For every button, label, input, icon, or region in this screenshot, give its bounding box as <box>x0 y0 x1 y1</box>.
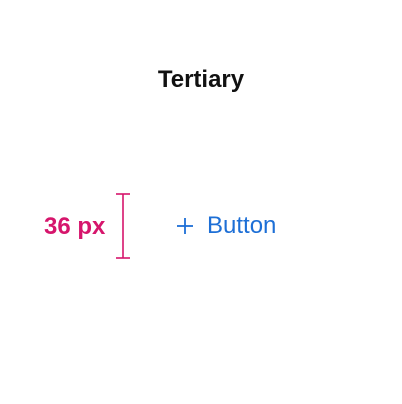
button-label: Button <box>207 212 277 239</box>
tertiary-button[interactable]: Button <box>170 208 282 244</box>
page-title: Tertiary <box>157 66 245 93</box>
height-measurement-label: 36 px <box>44 213 106 240</box>
plus-icon <box>177 218 193 234</box>
height-bracket-icon <box>116 193 130 259</box>
